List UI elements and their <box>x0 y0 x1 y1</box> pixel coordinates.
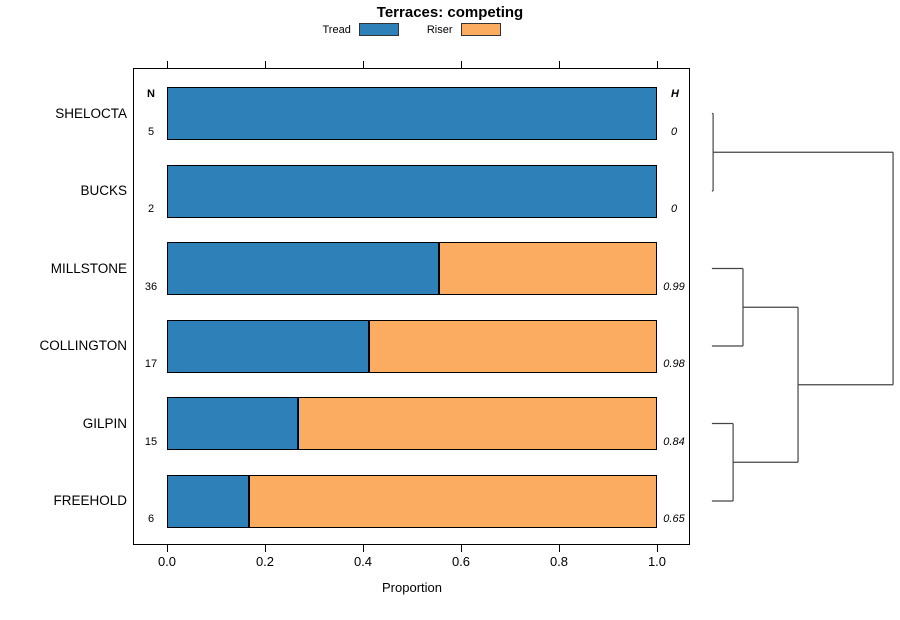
n-value: 17 <box>144 358 158 370</box>
bar-segment-riser <box>248 474 657 528</box>
n-value: 15 <box>144 435 158 448</box>
n-value: 2 <box>147 203 155 215</box>
bar-segment-riser <box>368 319 657 373</box>
bar-segment-tread <box>167 319 369 373</box>
h-value: 0.99 <box>663 280 685 293</box>
chart-title: Terraces: competing <box>376 4 524 21</box>
bar-segment-tread <box>167 87 657 140</box>
h-value: 0.98 <box>663 358 685 370</box>
n-value: 6 <box>147 513 155 525</box>
bar-row <box>167 242 657 295</box>
category-label: FREEHOLD <box>53 493 127 508</box>
category-label: SHELOCTA <box>55 105 127 121</box>
legend-label-riser: Riser <box>426 23 453 36</box>
legend: Tread Riser <box>133 23 690 36</box>
bar-segment-tread <box>167 474 249 528</box>
x-tick-bottom <box>265 545 266 552</box>
riser-swatch <box>460 23 501 36</box>
category-label: COLLINGTON <box>39 338 127 353</box>
h-value: 0 <box>670 203 678 215</box>
x-tick-bottom <box>461 545 462 552</box>
h-value: 0 <box>670 125 678 138</box>
x-tick-top <box>559 61 560 68</box>
x-tick-label: 0.4 <box>353 554 373 569</box>
n-value: 36 <box>144 280 158 293</box>
tread-swatch <box>358 23 399 36</box>
bar-segment-tread <box>167 242 440 295</box>
x-axis-title: Proportion <box>382 580 442 595</box>
category-label: BUCKS <box>80 183 127 198</box>
legend-entry-tread: Tread <box>323 23 399 36</box>
bar-segment-riser <box>297 397 657 450</box>
x-tick-label: 0.8 <box>549 554 569 569</box>
bar-row <box>167 164 657 218</box>
plot-panel <box>133 68 690 545</box>
x-tick-top <box>461 61 462 68</box>
x-tick-label: 0.2 <box>255 554 275 569</box>
x-tick-top <box>363 61 364 68</box>
h-column-header: H <box>671 88 679 100</box>
legend-entry-riser: Riser <box>427 23 501 36</box>
bar-row <box>167 87 657 140</box>
h-value: 0.84 <box>663 435 685 448</box>
bar-row <box>167 319 657 373</box>
n-column-header: N <box>147 88 155 100</box>
h-value: 0.65 <box>663 513 685 525</box>
category-label: MILLSTONE <box>50 260 127 276</box>
x-tick-label: 1.0 <box>647 554 667 569</box>
x-tick-bottom <box>363 545 364 552</box>
x-tick-label: 0.0 <box>157 554 177 569</box>
x-tick-bottom <box>167 545 168 552</box>
bar-row <box>167 397 657 450</box>
category-label: GILPIN <box>82 415 127 431</box>
legend-label-tread: Tread <box>322 23 351 36</box>
x-tick-bottom <box>559 545 560 552</box>
x-tick-top <box>657 61 658 68</box>
bar-segment-riser <box>439 242 657 295</box>
bar-segment-tread <box>167 164 657 218</box>
n-value: 5 <box>147 125 155 138</box>
x-tick-top <box>265 61 266 68</box>
bar-row <box>167 474 657 528</box>
x-tick-top <box>167 61 168 68</box>
x-tick-label: 0.6 <box>451 554 471 569</box>
bar-segment-tread <box>167 397 298 450</box>
x-tick-bottom <box>657 545 658 552</box>
